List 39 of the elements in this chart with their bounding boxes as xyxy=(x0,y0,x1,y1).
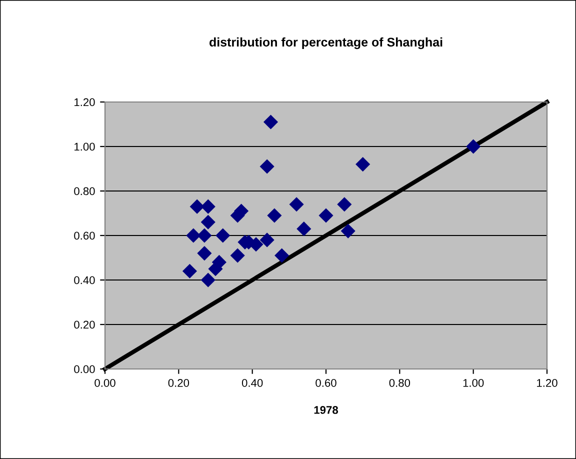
y-tick-label: 0.60 xyxy=(74,232,95,240)
x-axis-title: 1978 xyxy=(314,406,338,414)
point xyxy=(200,272,216,288)
point xyxy=(296,222,312,236)
y-tick-label: 0.20 xyxy=(74,320,95,329)
y-tick-label: 1.20 xyxy=(74,98,95,106)
y-tick-label: 0.00 xyxy=(74,365,95,374)
point xyxy=(274,248,290,263)
point xyxy=(267,208,282,223)
x-tick-label: 1.20 xyxy=(537,379,558,387)
point xyxy=(263,114,278,130)
x-tick-label: 1.00 xyxy=(463,379,484,387)
x-tick-label: 0.40 xyxy=(242,379,263,387)
point xyxy=(230,248,245,263)
point xyxy=(190,199,204,214)
point xyxy=(216,228,230,243)
point xyxy=(260,159,274,174)
point xyxy=(186,228,201,243)
point xyxy=(466,139,481,154)
chart-title: distribution for percentage of Shanghai xyxy=(210,37,442,50)
point xyxy=(318,208,334,223)
point xyxy=(200,199,216,214)
point xyxy=(197,246,212,261)
point xyxy=(340,224,356,238)
point xyxy=(208,262,223,276)
y-tick-label: 1.00 xyxy=(74,142,95,151)
point xyxy=(197,228,212,243)
y-tick-label: 0.80 xyxy=(74,187,95,196)
x-tick-label: 0.00 xyxy=(94,379,116,387)
x-tick-label: 0.20 xyxy=(168,379,190,387)
point xyxy=(289,197,304,212)
x-tick-label: 0.80 xyxy=(389,379,410,387)
point xyxy=(182,264,197,278)
point xyxy=(337,197,352,212)
point xyxy=(200,214,216,230)
point xyxy=(356,157,370,172)
y-tick-label: 0.40 xyxy=(74,276,95,284)
x-tick-label: 0.60 xyxy=(316,379,336,387)
point xyxy=(260,232,274,248)
